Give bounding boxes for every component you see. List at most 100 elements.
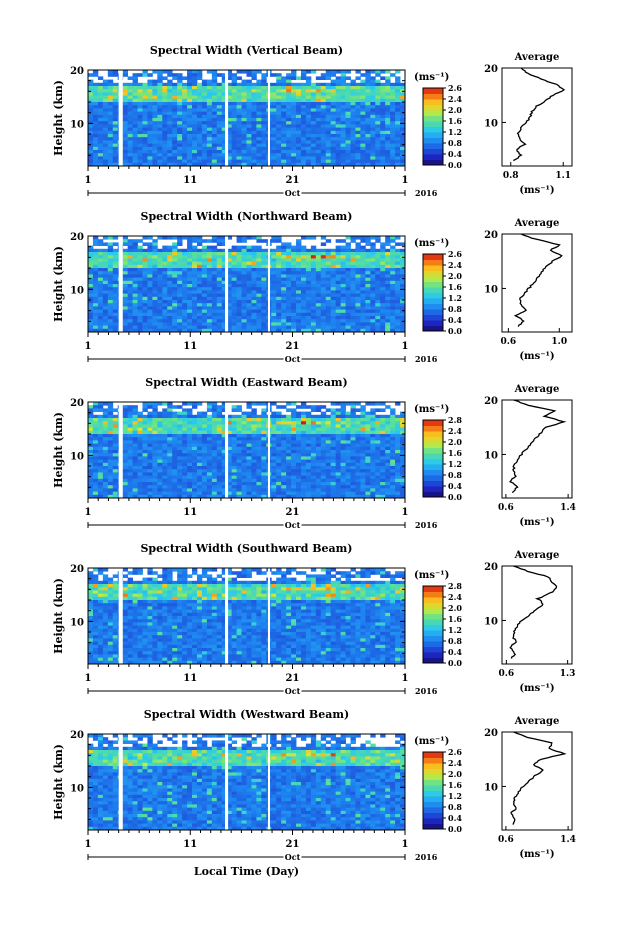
heatmap-cell <box>276 86 281 90</box>
heatmap-cell <box>217 476 222 480</box>
heatmap-cell <box>88 322 93 326</box>
heatmap-cell <box>296 271 301 275</box>
heatmap-cell <box>128 428 133 432</box>
heatmap-cell <box>98 83 103 87</box>
heatmap-cell <box>301 326 306 330</box>
heatmap-cell <box>355 105 360 109</box>
heatmap-cell <box>251 476 256 480</box>
heatmap-cell <box>276 92 281 96</box>
heatmap-cell <box>242 428 247 432</box>
heatmap-cell <box>341 156 346 160</box>
heatmap-cell <box>395 137 400 141</box>
heatmap-cell <box>390 284 395 288</box>
heatmap-cell <box>133 319 138 323</box>
heatmap-cell <box>281 160 286 164</box>
heatmap-cell <box>261 437 266 441</box>
heatmap-cell <box>128 246 133 250</box>
heatmap-cell <box>251 150 256 154</box>
heatmap-cell <box>341 316 346 320</box>
heatmap-cell <box>341 144 346 148</box>
heatmap-cell <box>162 412 167 416</box>
heatmap-cell <box>88 96 93 100</box>
heatmap-cell <box>147 463 152 467</box>
heatmap-cell <box>271 134 276 138</box>
heatmap-cell <box>197 479 202 483</box>
heatmap-cell <box>182 160 187 164</box>
heatmap-cell <box>336 290 341 294</box>
heatmap-cell <box>103 262 108 266</box>
profile-line <box>515 234 561 327</box>
heatmap-cell <box>311 118 316 122</box>
heatmap-cell <box>286 262 291 266</box>
heatmap-cell <box>147 144 152 148</box>
heatmap-cell <box>103 319 108 323</box>
heatmap-cell <box>251 115 256 119</box>
heatmap-cell <box>276 268 281 272</box>
heatmap-cell <box>182 236 187 240</box>
heatmap-cell <box>177 274 182 278</box>
heatmap-cell <box>177 262 182 266</box>
heatmap-cell <box>326 252 331 256</box>
heatmap-cell <box>182 306 187 310</box>
heatmap-cell <box>237 96 242 100</box>
heatmap-cell <box>341 124 346 128</box>
heatmap-cell <box>113 265 118 269</box>
colorbar-segment <box>423 154 443 160</box>
heatmap-cell <box>177 239 182 243</box>
heatmap-cell <box>93 252 98 256</box>
heatmap-cell <box>336 134 341 138</box>
heatmap-cell <box>138 313 143 317</box>
heatmap-cell <box>123 271 128 275</box>
heatmap-cell <box>113 137 118 141</box>
heatmap-cell <box>336 287 341 291</box>
heatmap-cell <box>98 313 103 317</box>
heatmap-cell <box>365 313 370 317</box>
heatmap-cell <box>98 294 103 298</box>
heatmap-cell <box>251 431 256 435</box>
heatmap-cell <box>108 319 113 323</box>
heatmap-cell <box>162 463 167 467</box>
heatmap-cell <box>103 450 108 454</box>
heatmap-cell <box>147 326 152 330</box>
heatmap-cell <box>351 316 356 320</box>
heatmap-cell <box>103 124 108 128</box>
heatmap-cell <box>291 316 296 320</box>
heatmap-cell <box>147 118 152 122</box>
heatmap-cell <box>395 322 400 326</box>
heatmap-cell <box>167 128 172 132</box>
heatmap-cell <box>247 150 252 154</box>
heatmap-cell <box>182 421 187 425</box>
heatmap-cell <box>336 76 341 80</box>
heatmap-cell <box>251 86 256 90</box>
heatmap-cell <box>365 99 370 103</box>
heatmap-cell <box>301 156 306 160</box>
heatmap-cell <box>113 89 118 93</box>
heatmap-cell <box>291 73 296 77</box>
heatmap-cell <box>182 463 187 467</box>
heatmap-cell <box>271 121 276 125</box>
heatmap-cell <box>133 99 138 103</box>
heatmap-cell <box>281 479 286 483</box>
heatmap-cell <box>128 456 133 460</box>
heatmap-cell <box>133 124 138 128</box>
heatmap-cell <box>157 274 162 278</box>
heatmap-cell <box>217 469 222 473</box>
heatmap-cell <box>142 134 147 138</box>
heatmap-cell <box>271 281 276 285</box>
heatmap-cell <box>242 412 247 416</box>
heatmap-cell <box>192 437 197 441</box>
heatmap-cell <box>311 147 316 151</box>
heatmap-cell <box>207 124 212 128</box>
heatmap-cell <box>380 96 385 100</box>
heatmap-cell <box>271 472 276 476</box>
heatmap-cell <box>251 124 256 128</box>
heatmap-cell <box>133 144 138 148</box>
heatmap-cell <box>167 131 172 135</box>
heatmap-cell <box>98 140 103 144</box>
heatmap-cell <box>276 440 281 444</box>
heatmap-cell <box>341 297 346 301</box>
heatmap-cell <box>232 274 237 278</box>
heatmap-cell <box>103 147 108 151</box>
heatmap-cell <box>247 444 252 448</box>
heatmap-cell <box>251 76 256 80</box>
